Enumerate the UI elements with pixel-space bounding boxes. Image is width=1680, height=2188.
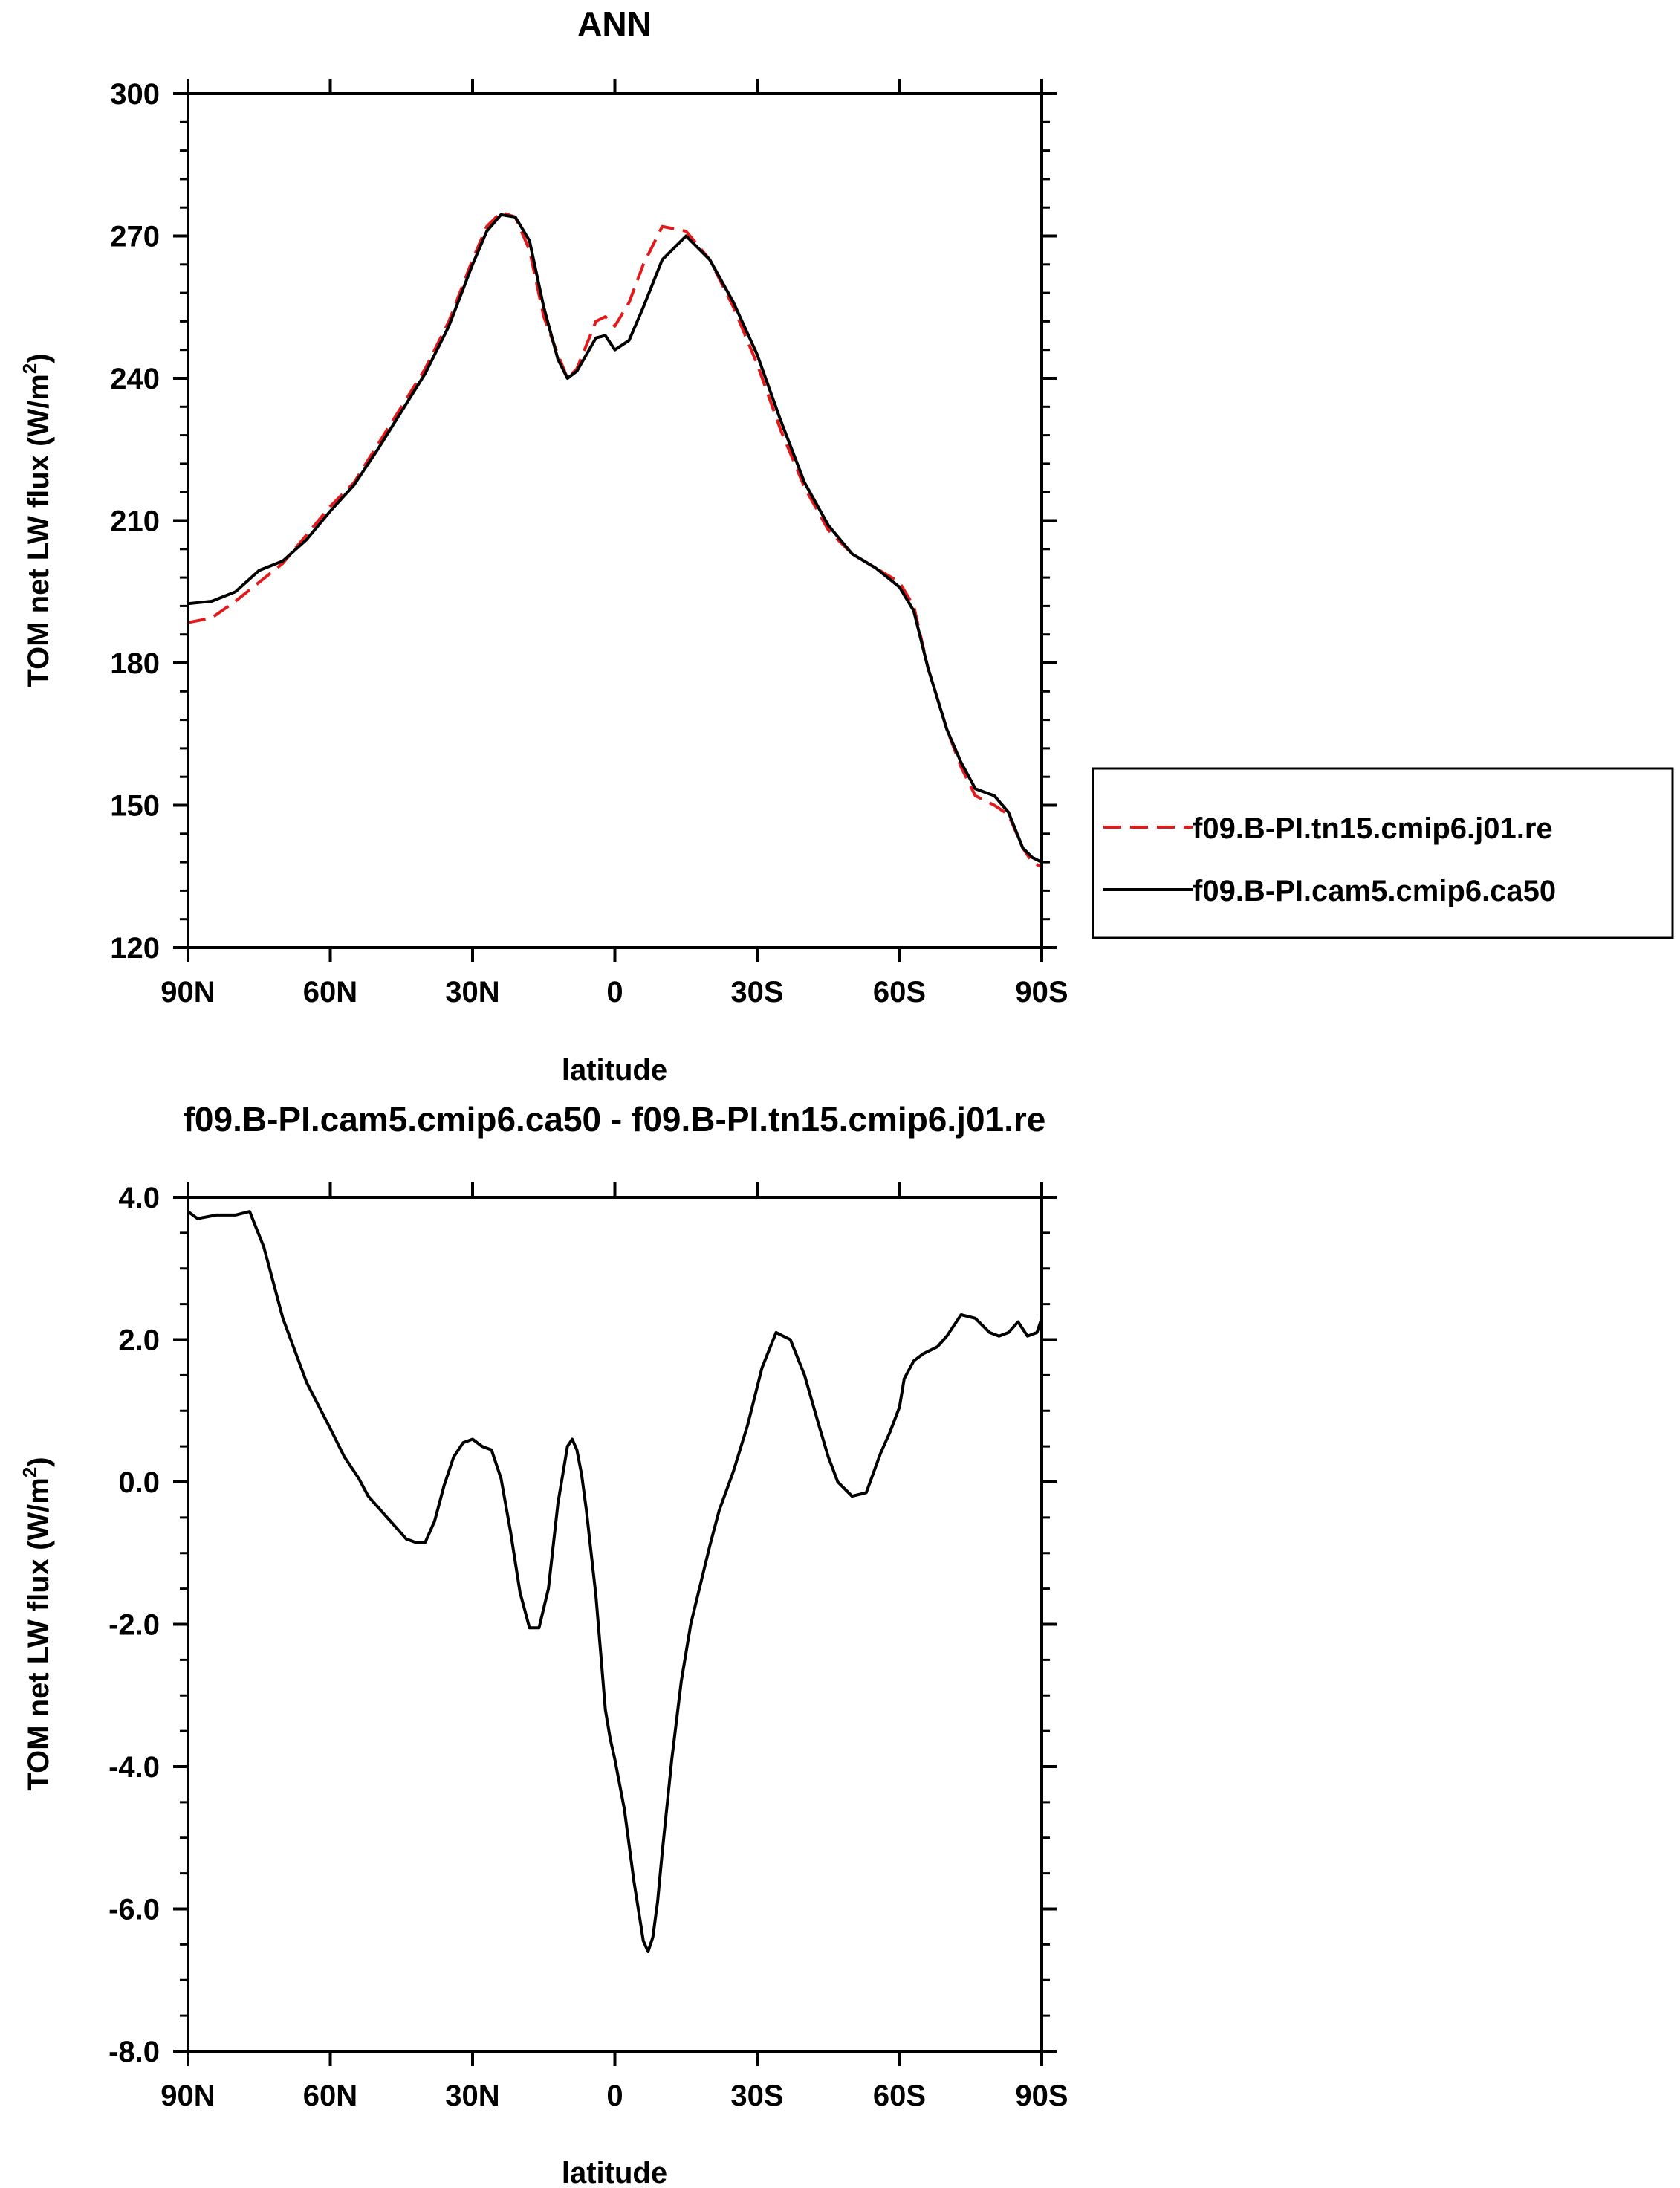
tick-marks (173, 79, 1057, 962)
chart-title: ANN (577, 4, 652, 43)
chart-top: ANN 90N 60N 30N 0 30S 60S 90S 120 150 18… (19, 4, 1674, 1087)
x-axis-label: latitude (562, 1054, 667, 1087)
y-tick-label: 240 (110, 363, 160, 395)
x-tick-label: 30N (445, 2079, 499, 2112)
y-tick-label: 2.0 (118, 1324, 160, 1357)
x-tick-labels: 90N 60N 30N 0 30S 60S 90S (160, 2079, 1068, 2112)
y-axis-label-close: ) (22, 1457, 55, 1466)
x-tick-label: 60N (303, 976, 357, 1009)
y-tick-label: -2.0 (108, 1609, 160, 1642)
y-axis-label: TOM net LW flux (W/m2) (19, 1457, 55, 1790)
y-axis-label-sup: 2 (19, 363, 41, 374)
series-line (187, 213, 1042, 864)
x-tick-label: 60S (873, 976, 926, 1009)
x-tick-label: 90N (160, 2079, 215, 2112)
y-tick-label: 210 (110, 505, 160, 538)
y-tick-label: -4.0 (108, 1751, 160, 1784)
y-tick-label: 120 (110, 932, 160, 965)
series-group (187, 210, 1042, 869)
y-axis-label-close: ) (22, 353, 55, 363)
y-tick-label: 150 (110, 790, 160, 823)
legend-box (1092, 767, 1674, 939)
x-tick-label: 0 (606, 976, 623, 1009)
series-group (187, 1210, 1043, 1953)
chart-bottom: f09.B-PI.cam5.cmip6.ca50 - f09.B-PI.tn15… (19, 1100, 1068, 2188)
y-tick-label: 0.0 (118, 1466, 160, 1499)
x-tick-label: 0 (606, 2079, 623, 2112)
y-tick-label: -8.0 (108, 2036, 160, 2068)
legend-entry: f09.B-PI.tn15.cmip6.j01.re (1193, 812, 1553, 845)
y-axis-label: TOM net LW flux (W/m2) (19, 353, 55, 687)
x-tick-label: 90S (1015, 2079, 1068, 2112)
x-tick-label: 30S (730, 2079, 783, 2112)
y-axis-label-text: TOM net LW flux (W/m (22, 1477, 55, 1790)
tick-marks (173, 1182, 1057, 2066)
y-tick-label: -6.0 (108, 1894, 160, 1926)
legend-entry: f09.B-PI.cam5.cmip6.ca50 (1193, 875, 1556, 907)
x-tick-label: 60S (873, 2079, 926, 2112)
series-line (187, 210, 1042, 869)
y-tick-labels: 120 150 180 210 240 270 300 (110, 78, 160, 965)
x-tick-label: 60N (303, 2079, 357, 2112)
y-tick-label: 300 (110, 78, 160, 111)
y-axis-label-text: TOM net LW flux (W/m (22, 374, 55, 687)
y-tick-label: 180 (110, 647, 160, 680)
y-tick-labels: -8.0 -6.0 -4.0 -2.0 0.0 2.0 4.0 (108, 1182, 160, 2068)
plot-frame (187, 92, 1043, 949)
chart-title: f09.B-PI.cam5.cmip6.ca50 - f09.B-PI.tn15… (184, 1100, 1046, 1139)
series-line (187, 1210, 1043, 1953)
x-tick-label: 30N (445, 976, 499, 1009)
x-tick-labels: 90N 60N 30N 0 30S 60S 90S (160, 976, 1068, 1009)
plot-frame (187, 1196, 1043, 2053)
x-axis-label: latitude (562, 2157, 667, 2188)
x-tick-label: 30S (730, 976, 783, 1009)
y-tick-label: 4.0 (118, 1182, 160, 1214)
x-tick-label: 90S (1015, 976, 1068, 1009)
legend: f09.B-PI.tn15.cmip6.j01.re f09.B-PI.cam5… (1092, 767, 1674, 939)
y-tick-label: 270 (110, 221, 160, 253)
x-tick-label: 90N (160, 976, 215, 1009)
y-axis-label-sup: 2 (19, 1467, 41, 1477)
